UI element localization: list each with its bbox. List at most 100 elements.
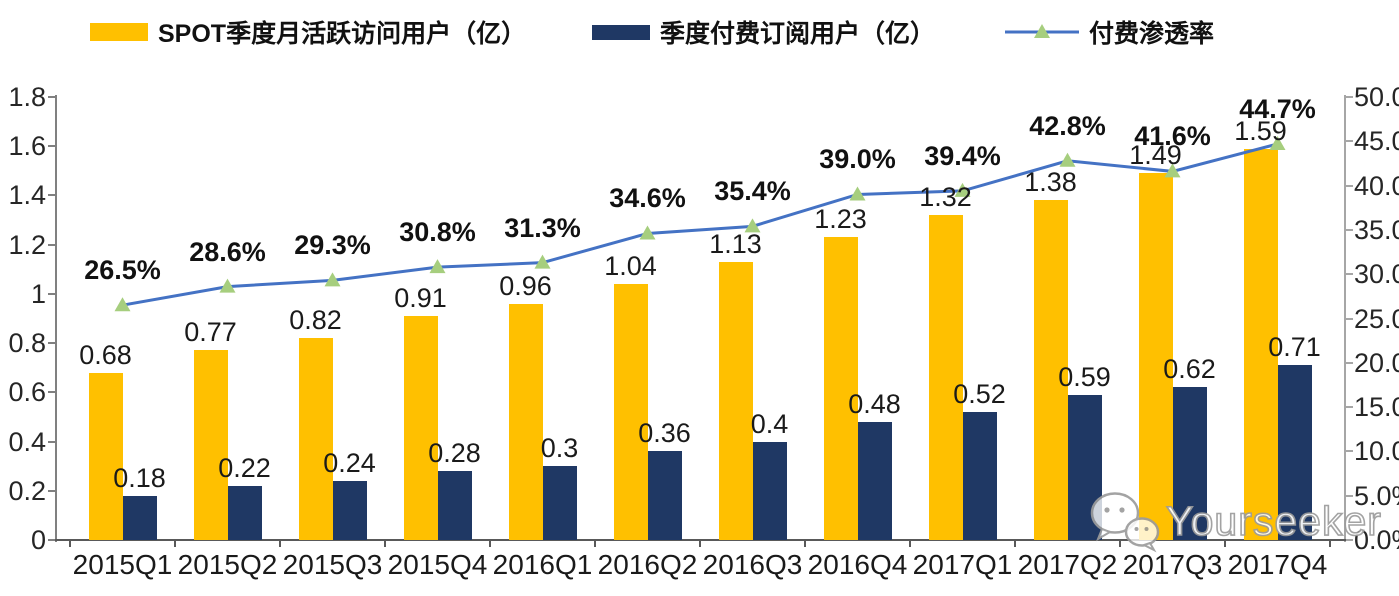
penetration-value-label: 41.6%	[1134, 121, 1211, 152]
right-axis-tick	[1346, 228, 1353, 231]
watermark: Yourseeker	[1088, 489, 1382, 553]
x-axis-label: 2016Q4	[807, 549, 908, 580]
subscribers-value-label: 0.28	[428, 438, 481, 469]
right-axis-tick	[1346, 450, 1353, 453]
x-axis-label: 2017Q2	[1017, 549, 1118, 580]
x-axis-tick	[174, 540, 176, 547]
legend-item-3: 付费渗透率	[1005, 14, 1214, 50]
subscribers-value-label: 0.52	[953, 379, 1006, 410]
right-axis-label: 50.0%	[1354, 82, 1399, 112]
left-axis-tick	[48, 539, 55, 541]
subscribers-value-label: 0.62	[1163, 354, 1216, 385]
subscribers-bar	[437, 471, 472, 540]
mau-value-label: 0.82	[289, 305, 342, 336]
x-axis-tick	[1224, 540, 1226, 547]
subscribers-value-label: 0.4	[750, 408, 789, 439]
left-axis-tick	[48, 440, 55, 443]
left-axis-label: 0	[30, 525, 46, 555]
left-axis-tick	[48, 489, 55, 492]
left-axis-line	[55, 95, 57, 542]
mau-bar	[613, 284, 648, 540]
right-axis-line	[1344, 95, 1346, 542]
left-axis-tick	[48, 342, 55, 345]
penetration-value-label: 44.7%	[1239, 93, 1316, 124]
left-axis-label: 0.6	[8, 377, 46, 408]
wechat-icon	[1090, 492, 1160, 553]
left-axis-tick	[48, 194, 55, 197]
right-axis-tick	[1346, 184, 1353, 187]
left-axis-label: 0.4	[8, 426, 46, 457]
mau-value-label: 1.13	[709, 228, 762, 259]
mau-bar	[928, 215, 963, 540]
x-axis-tick	[1119, 540, 1121, 547]
subscribers-bar	[1277, 365, 1312, 540]
legend-line-marker-icon	[1005, 24, 1079, 38]
x-axis-tick	[699, 540, 701, 547]
x-axis-line	[55, 539, 1353, 541]
mau-value-label: 0.91	[394, 283, 447, 314]
mau-bar	[403, 316, 438, 540]
left-axis-label: 1.8	[8, 82, 46, 112]
right-axis-tick	[1346, 273, 1353, 276]
x-axis-label: 2017Q4	[1227, 549, 1328, 580]
mau-value-label: 1.32	[919, 182, 972, 213]
subscribers-bar	[962, 412, 997, 540]
x-axis-tick	[279, 540, 281, 547]
right-axis-label: 0.0%	[1354, 525, 1399, 555]
penetration-value-label: 39.4%	[924, 140, 1001, 171]
legend-swatch	[592, 24, 650, 40]
x-axis-tick	[804, 540, 806, 547]
subscribers-value-label: 0.71	[1268, 332, 1321, 363]
subscribers-value-label: 0.22	[218, 452, 271, 483]
x-axis-tick	[594, 540, 596, 547]
penetration-value-label: 42.8%	[1029, 110, 1106, 141]
x-axis-label: 2015Q3	[282, 549, 383, 580]
left-axis-tick	[48, 391, 55, 394]
subscribers-bar	[752, 441, 787, 540]
left-axis-label: 1.2	[8, 229, 46, 260]
legend-item-2: 季度付费订阅用户（亿）	[592, 14, 935, 50]
left-axis-label: 1	[30, 278, 46, 309]
x-axis-tick	[909, 540, 911, 547]
x-axis-label: 2015Q2	[177, 549, 278, 580]
left-axis-label: 1.6	[8, 131, 46, 162]
x-axis-tick	[1014, 540, 1016, 547]
left-axis-label: 0.2	[8, 475, 46, 506]
left-axis-label: 0.8	[8, 328, 46, 359]
right-axis-label: 40.0%	[1354, 170, 1399, 201]
x-axis-label: 2015Q1	[72, 549, 173, 580]
right-axis-tick	[1346, 406, 1353, 409]
x-axis-label: 2015Q4	[387, 549, 488, 580]
right-axis-label: 35.0%	[1354, 214, 1399, 245]
x-axis-label: 2016Q2	[597, 549, 698, 580]
subscribers-value-label: 0.59	[1058, 361, 1111, 392]
x-axis-label: 2016Q1	[492, 549, 593, 580]
legend-label: 付费渗透率	[1089, 20, 1215, 48]
left-axis-label: 1.4	[8, 180, 46, 211]
right-axis-tick	[1346, 494, 1353, 497]
subscribers-bar	[332, 480, 367, 540]
subscribers-bar	[542, 466, 577, 540]
x-axis-label: 2017Q1	[912, 549, 1013, 580]
subscribers-bar	[227, 485, 262, 540]
mau-bar	[88, 372, 123, 540]
x-axis-tick	[489, 540, 491, 547]
subscribers-bar	[647, 451, 682, 540]
mau-bar	[508, 303, 543, 540]
right-axis-tick	[1346, 361, 1353, 364]
x-axis-label: 2016Q3	[702, 549, 803, 580]
mau-value-label: 1.04	[604, 251, 657, 282]
subscribers-value-label: 0.3	[540, 433, 579, 464]
mau-bar	[298, 338, 333, 540]
penetration-value-label: 35.4%	[714, 176, 791, 207]
mau-value-label: 1.23	[814, 204, 867, 235]
left-axis-tick	[48, 243, 55, 246]
legend-label: SPOT季度月活跃访问用户（亿）	[158, 20, 527, 48]
mau-bar	[718, 261, 753, 540]
subscribers-bar	[1172, 387, 1207, 540]
subscribers-value-label: 0.24	[323, 447, 376, 478]
mau-value-label: 1.38	[1024, 167, 1077, 198]
legend-item-1: SPOT季度月活跃访问用户（亿）	[90, 14, 526, 50]
watermark-text: Yourseeker	[1165, 497, 1382, 545]
x-axis-tick	[69, 540, 71, 547]
